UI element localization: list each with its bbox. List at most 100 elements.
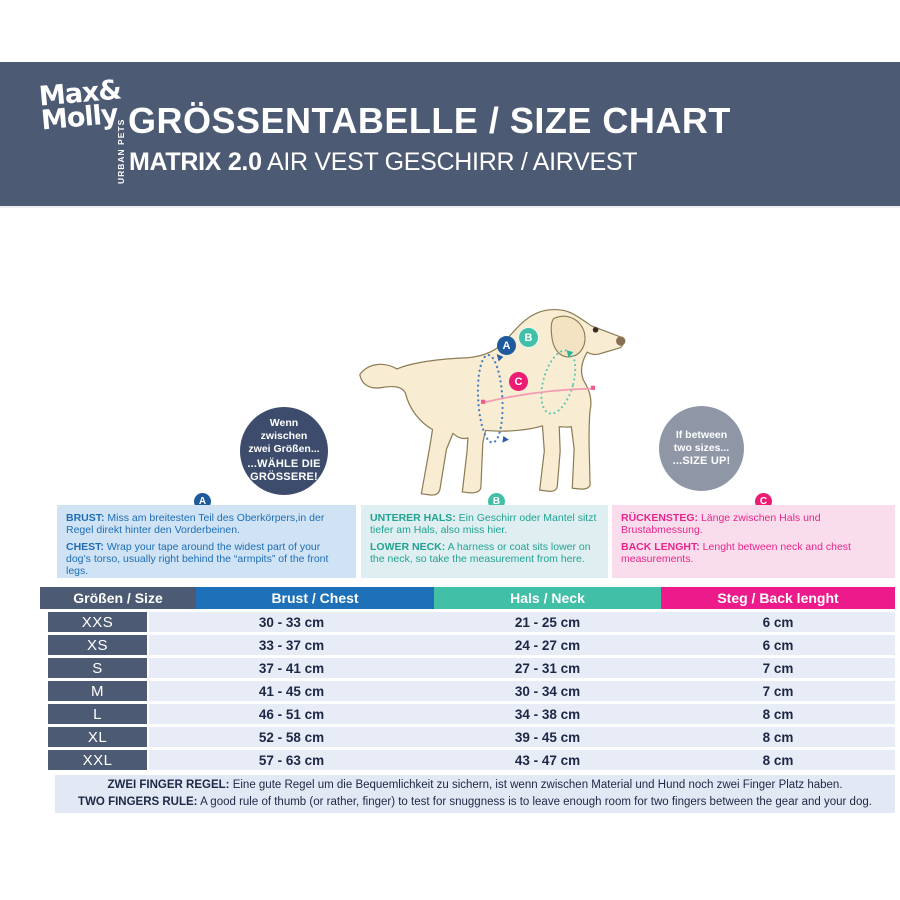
back-info-de-label: RÜCKENSTEG: — [621, 512, 699, 524]
marker-b-badge: B — [518, 327, 539, 348]
two-finger-rule-en: TWO FINGERS RULE: A good rule of thumb (… — [78, 794, 872, 811]
chest-info-de-text: Miss am breitesten Teil des Oberkörpers,… — [66, 512, 325, 536]
page-subtitle: MATRIX 2.0 AIR VEST GESCHIRR / AIRVEST — [129, 148, 637, 177]
table-row: XL 52 - 58 cm 39 - 45 cm 8 cm — [40, 727, 895, 747]
neck-info-en-text: A harness or coat sits lower on the neck… — [370, 540, 591, 565]
size-cell: XS — [48, 635, 147, 655]
back-cell: 6 cm — [762, 614, 794, 630]
neck-info-en: LOWER NECK: A harness or coat sits lower… — [370, 540, 599, 566]
page-title: GRÖSSENTABELLE / SIZE CHART — [128, 100, 731, 141]
two-finger-rule-note: ZWEI FINGER REGEL: Eine gute Regel um di… — [55, 775, 895, 813]
back-info-de: RÜCKENSTEG: Länge zwischen Hals und Brus… — [621, 512, 886, 537]
header-cell-back-length: Steg / Back lenght — [661, 587, 895, 609]
neck-cell: 27 - 31 cm — [514, 660, 581, 676]
dog-body — [359, 308, 624, 496]
chest-cell: 33 - 37 cm — [258, 637, 325, 653]
neck-info-de: UNTERER HALS: Ein Geschirr oder Mantel s… — [370, 512, 599, 537]
back-cell: 8 cm — [762, 752, 794, 768]
table-row: L 46 - 51 cm 34 - 38 cm 8 cm — [40, 704, 895, 724]
logo-tagline: URBAN PETS — [116, 118, 126, 184]
marker-a-badge: A — [497, 336, 516, 355]
header-cell-neck: Hals / Neck — [434, 587, 661, 609]
neck-cell: 39 - 45 cm — [514, 729, 581, 745]
dog-measurement-illustration — [359, 308, 626, 496]
subtitle-rest: AIR VEST GESCHIRR / AIRVEST — [261, 148, 638, 176]
size-up-bubble-en: If between two sizes... ...SIZE UP! — [659, 406, 744, 491]
chest-cell: 57 - 63 cm — [258, 752, 325, 768]
chest-cell: 30 - 33 cm — [258, 614, 325, 630]
chest-info-en: CHEST: Wrap your tape around the widest … — [66, 540, 347, 578]
bubble-en-emph1: ...SIZE UP! — [672, 454, 731, 467]
bubble-en-line2: two sizes... — [673, 441, 730, 454]
size-cell: XXS — [48, 612, 147, 632]
chest-info-en-text: Wrap your tape around the widest part of… — [66, 540, 329, 577]
back-cell: 7 cm — [762, 660, 794, 676]
size-cell: XL — [48, 727, 147, 747]
chest-cell: 37 - 41 cm — [258, 660, 325, 676]
marker-c-badge: C — [509, 372, 528, 391]
bubble-de-line2: zwischen — [260, 430, 308, 443]
chest-cell: 41 - 45 cm — [258, 683, 325, 699]
size-cell: L — [48, 704, 147, 724]
back-info-en: BACK LENGHT: Lenght between neck and che… — [621, 540, 886, 566]
two-finger-rule-de-text: Eine gute Regel um die Bequemlichkeit zu… — [229, 779, 843, 792]
back-length-info-box: RÜCKENSTEG: Länge zwischen Hals und Brus… — [612, 505, 895, 578]
back-info-de-text: Länge zwischen Hals und Brustabmessung. — [621, 512, 821, 536]
subtitle-model: MATRIX 2.0 — [129, 148, 262, 176]
dog-nose — [616, 336, 626, 346]
two-finger-rule-en-label: TWO FINGERS RULE: — [78, 796, 198, 808]
back-cell: 7 cm — [762, 683, 794, 699]
size-up-bubble-de: Wenn zwischen zwei Größen... ...WÄHLE DI… — [240, 407, 328, 495]
dog-ear — [550, 315, 586, 358]
table-row: XS 33 - 37 cm 24 - 27 cm 6 cm — [40, 635, 895, 655]
dog-eye — [592, 327, 599, 333]
back-length-endpoint-right — [590, 385, 596, 390]
bubble-de-emph2: GRÖSSERE! — [250, 471, 318, 484]
neck-cell: 34 - 38 cm — [514, 706, 581, 722]
table-row: XXS 30 - 33 cm 21 - 25 cm 6 cm — [40, 612, 895, 632]
chest-info-de-label: BRUST: — [66, 512, 105, 524]
chest-arrow-bottom — [502, 436, 509, 443]
size-cell: S — [48, 658, 147, 678]
header-cell-chest: Brust / Chest — [196, 587, 434, 609]
size-table-header: Größen / Size Brust / Chest Hals / Neck … — [40, 587, 895, 609]
neck-info-box: UNTERER HALS: Ein Geschirr oder Mantel s… — [361, 505, 608, 578]
neck-info-de-label: UNTERER HALS: — [370, 512, 456, 524]
header-cell-size: Größen / Size — [40, 587, 196, 609]
two-finger-rule-de: ZWEI FINGER REGEL: Eine gute Regel um di… — [107, 777, 842, 794]
two-finger-rule-en-text: A good rule of thumb (or rather, finger)… — [197, 796, 872, 808]
back-length-endpoint-left — [480, 399, 486, 404]
two-finger-rule-de-label: ZWEI FINGER REGEL: — [107, 779, 230, 792]
neck-arrow — [566, 350, 574, 358]
back-cell: 6 cm — [762, 637, 794, 653]
chest-info-de: BRUST: Miss am breitesten Teil des Oberk… — [66, 512, 347, 537]
table-row: S 37 - 41 cm 27 - 31 cm 7 cm — [40, 658, 895, 678]
bubble-de-emph1: ...WÄHLE DIE — [247, 458, 321, 471]
logo-line2: Molly — [39, 99, 119, 137]
chest-cell: 46 - 51 cm — [258, 706, 325, 722]
back-cell: 8 cm — [762, 729, 794, 745]
size-cell: M — [48, 681, 147, 701]
chest-info-box: BRUST: Miss am breitesten Teil des Oberk… — [57, 505, 356, 578]
neck-measure-line — [540, 349, 577, 415]
table-row: M 41 - 45 cm 30 - 34 cm 7 cm — [40, 681, 895, 701]
table-row: XXL 57 - 63 cm 43 - 47 cm 8 cm — [40, 750, 895, 770]
chest-cell: 52 - 58 cm — [258, 729, 325, 745]
size-cell: XXL — [48, 750, 147, 770]
neck-cell: 24 - 27 cm — [514, 637, 581, 653]
chest-arrow-top — [496, 354, 504, 362]
bubble-en-line1: If between — [675, 429, 728, 442]
back-cell: 8 cm — [762, 706, 794, 722]
back-info-en-text: Lenght between neck and chest measuremen… — [621, 540, 851, 565]
neck-cell: 43 - 47 cm — [514, 752, 581, 768]
back-info-en-label: BACK LENGHT: — [621, 540, 700, 553]
back-length-line — [483, 387, 594, 404]
size-table: Größen / Size Brust / Chest Hals / Neck … — [40, 587, 895, 770]
logo-wordmark: Max& Molly — [38, 75, 124, 137]
bubble-de-line1: Wenn — [269, 417, 299, 430]
neck-cell: 30 - 34 cm — [514, 683, 581, 699]
neck-info-de-text: Ein Geschirr oder Mantel sitzt tiefer am… — [370, 512, 597, 536]
bubble-de-line3: zwei Größen... — [248, 442, 320, 455]
header-band: Max& Molly URBAN PETS GRÖSSENTABELLE / S… — [0, 62, 900, 208]
